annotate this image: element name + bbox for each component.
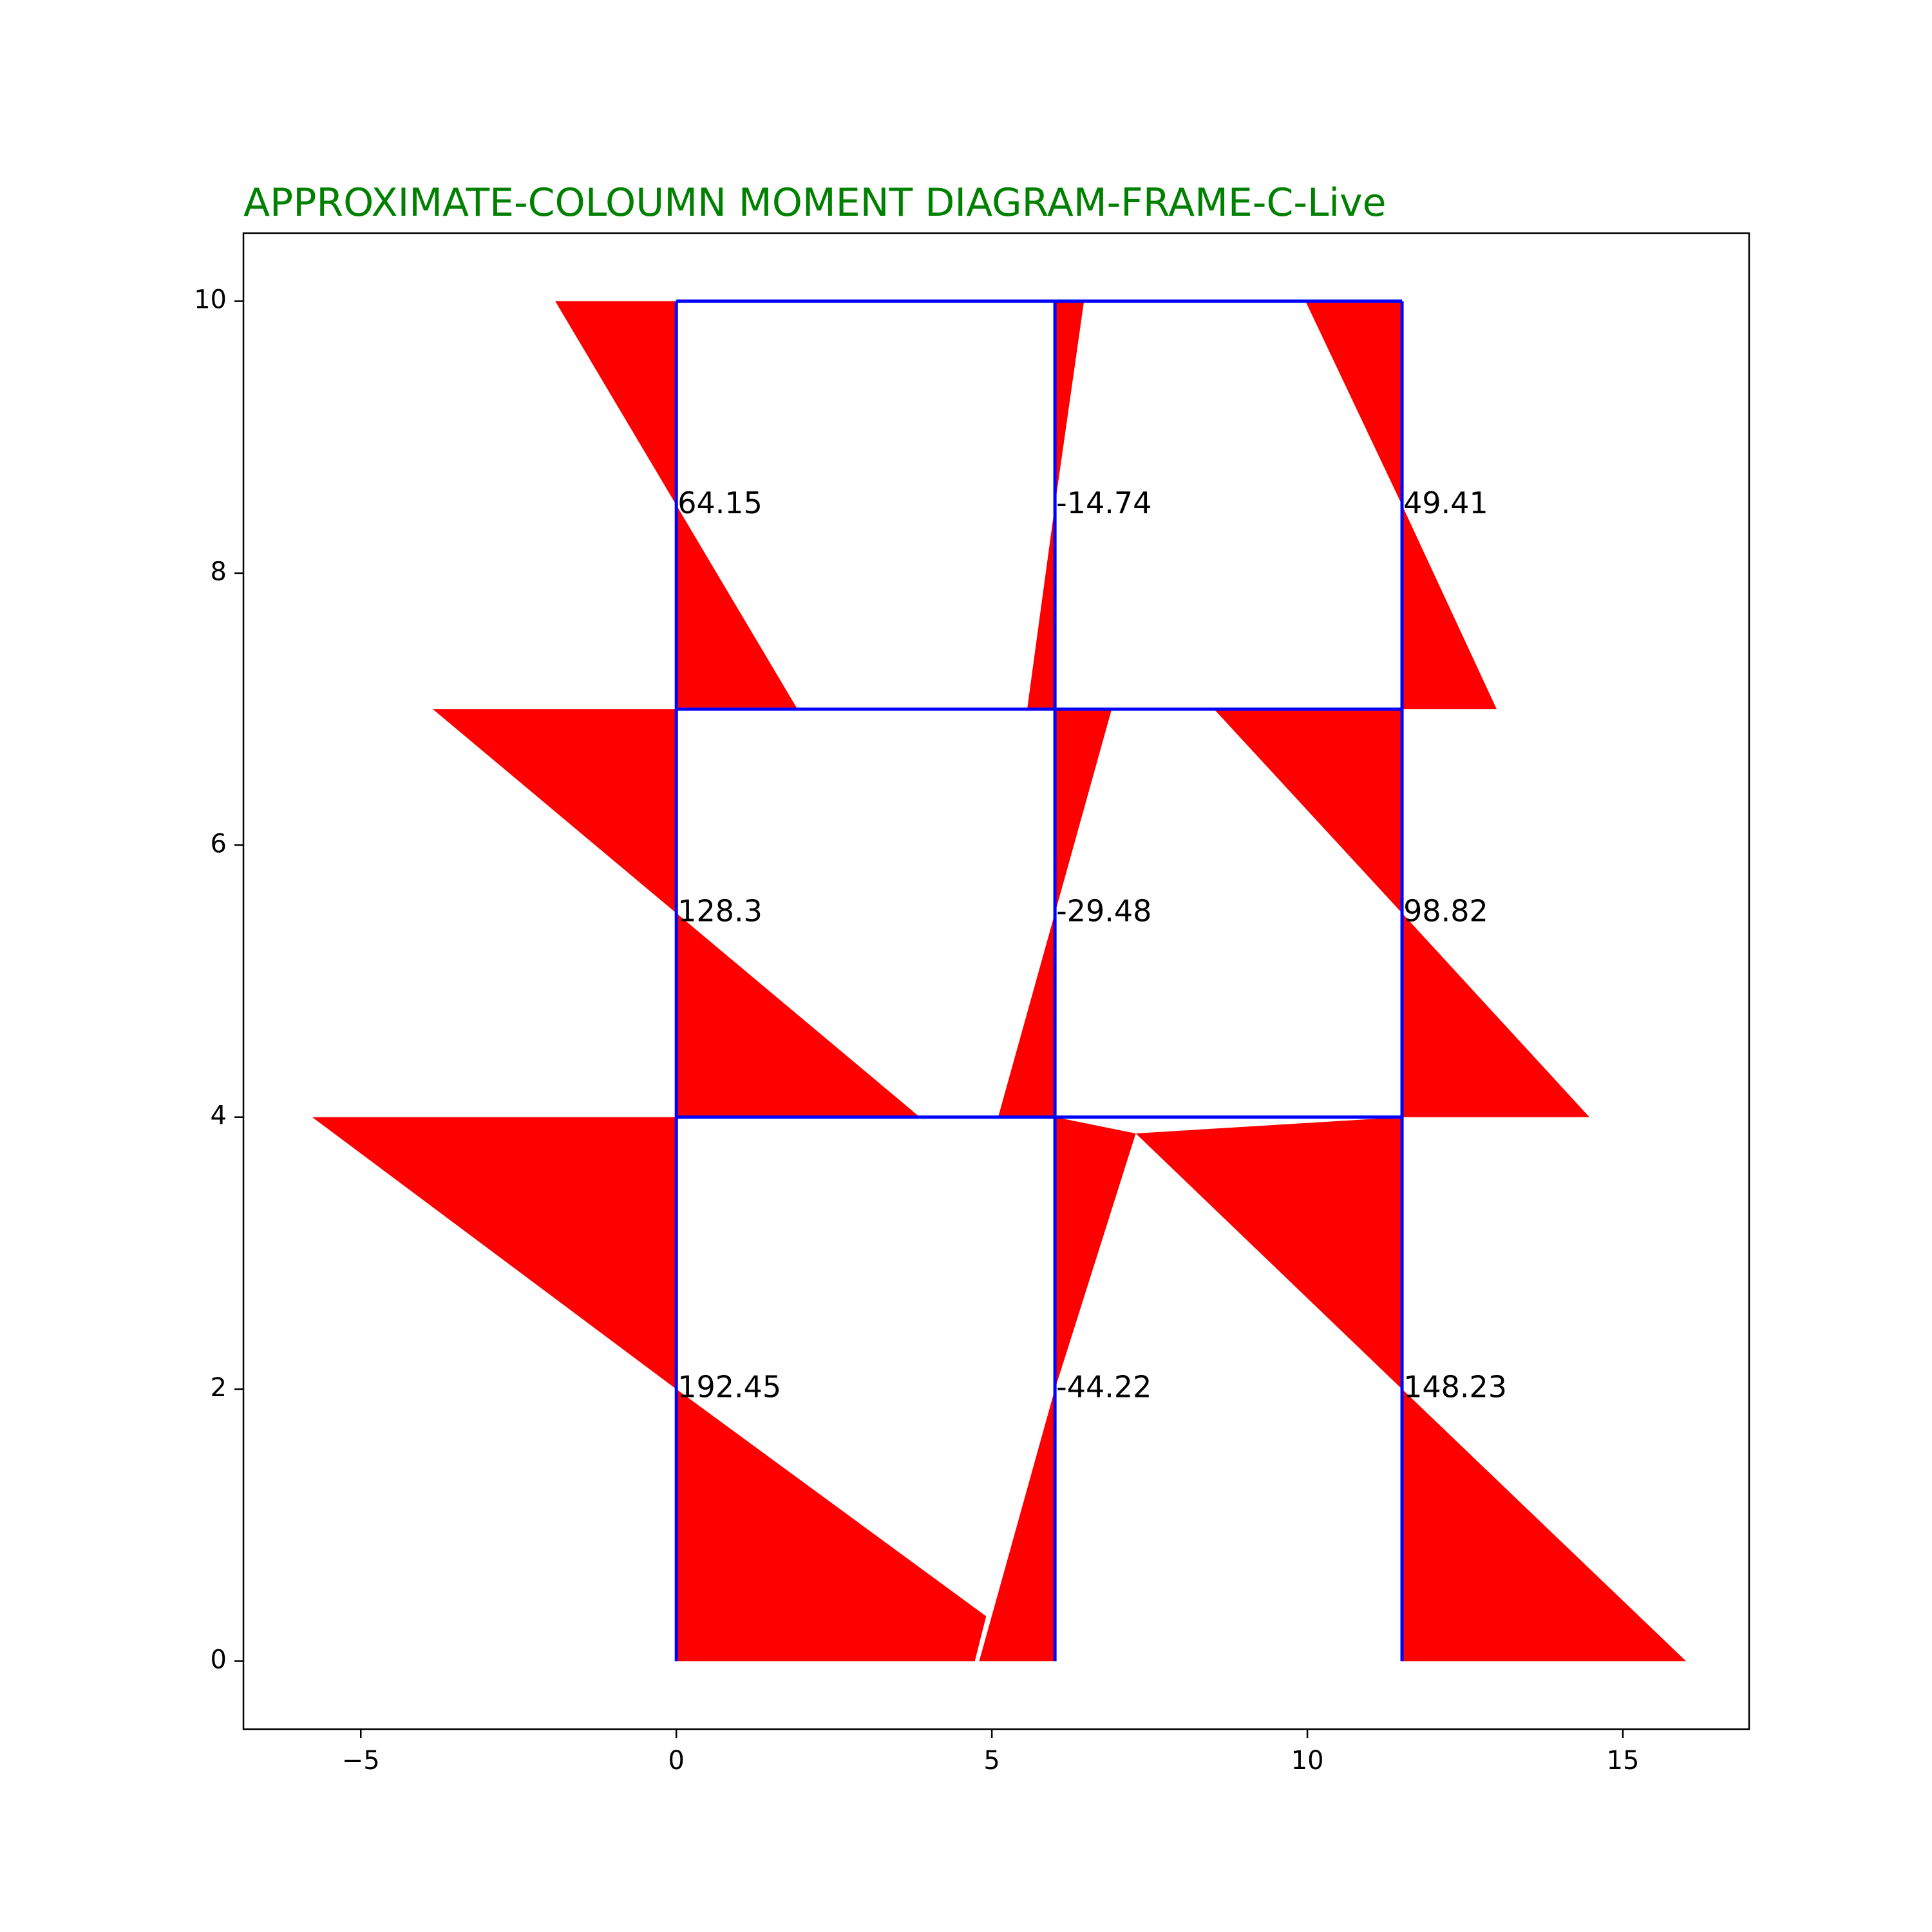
moment-label-4: -29.48	[1056, 893, 1151, 928]
y-tick-label-1: 2	[211, 1373, 227, 1403]
moment-area-16	[1135, 1117, 1403, 1389]
moment-area-12	[312, 1117, 677, 1389]
moment-area-10	[1214, 709, 1403, 913]
y-tick-label-5: 10	[194, 285, 227, 315]
frame-members	[674, 299, 1404, 1662]
moment-label-0: 64.15	[677, 486, 762, 520]
moment-area-8	[1055, 709, 1112, 913]
y-tick-label-2: 4	[211, 1101, 227, 1131]
x-tick-label-1: 0	[668, 1746, 684, 1776]
moment-area-1	[676, 505, 798, 710]
moment-area-7	[676, 913, 920, 1117]
moment-label-8: 148.23	[1403, 1370, 1507, 1405]
moment-label-6: 192.45	[677, 1370, 781, 1405]
moment-label-3: 128.3	[677, 893, 762, 928]
y-axis: 0 2 4 6 8 10	[194, 285, 243, 1674]
moment-area-9	[998, 913, 1056, 1117]
y-tick-label-3: 6	[211, 829, 227, 858]
x-tick-label-2: 5	[983, 1746, 999, 1776]
moment-area-15	[979, 1389, 1056, 1662]
moment-area-14	[1055, 1117, 1136, 1389]
moment-area-13	[676, 1389, 987, 1662]
x-tick-label-4: 15	[1607, 1746, 1640, 1776]
moment-label-1: -14.74	[1056, 486, 1151, 520]
chart-title: APPROXIMATE-COLOUMN MOMENT DIAGRAM-FRAME…	[243, 180, 1387, 225]
moment-area-2	[1055, 301, 1084, 506]
y-tick-label-0: 0	[211, 1645, 227, 1674]
moment-value-labels: 64.15 -14.74 49.41 128.3 -29.48 98.82 192.45 -4…	[677, 486, 1507, 1405]
x-tick-label-3: 10	[1291, 1746, 1324, 1776]
moment-area-5	[1402, 505, 1497, 710]
moment-fills	[312, 301, 1686, 1662]
x-tick-label-0: −5	[342, 1746, 380, 1776]
moment-area-11	[1402, 913, 1590, 1117]
moment-area-6	[433, 709, 677, 913]
y-tick-label-4: 8	[211, 557, 227, 587]
moment-area-3	[1027, 505, 1056, 710]
moment-label-5: 98.82	[1403, 893, 1488, 928]
x-axis: −5 0 5 10 15	[342, 1729, 1640, 1776]
moment-area-4	[1305, 301, 1403, 506]
axes-border	[242, 232, 1750, 1730]
moment-area-0	[555, 301, 677, 506]
moment-label-7: -44.22	[1056, 1370, 1151, 1405]
moment-label-2: 49.41	[1403, 486, 1488, 520]
moment-area-17	[1402, 1389, 1686, 1662]
